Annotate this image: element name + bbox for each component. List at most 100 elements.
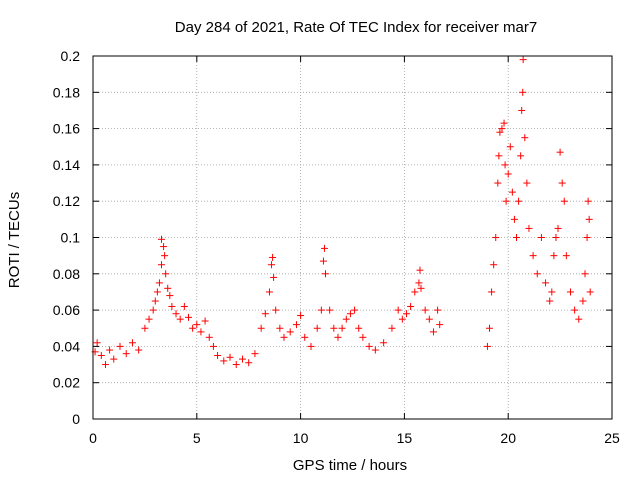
- data-point: [141, 324, 149, 332]
- data-point: [517, 152, 525, 160]
- data-point: [292, 321, 300, 329]
- data-point: [151, 297, 159, 305]
- data-point: [496, 128, 504, 136]
- data-point: [158, 235, 166, 243]
- data-point: [495, 152, 503, 160]
- data-point: [128, 339, 136, 347]
- y-tick-label: 0.04: [53, 338, 80, 354]
- data-point: [508, 188, 516, 196]
- data-point: [533, 270, 541, 278]
- data-point: [486, 324, 494, 332]
- data-point: [220, 357, 228, 365]
- data-point: [388, 324, 396, 332]
- data-point: [488, 288, 496, 296]
- data-point: [261, 310, 269, 318]
- data-point: [317, 306, 325, 314]
- data-point: [510, 215, 518, 223]
- data-point: [338, 324, 346, 332]
- data-point: [313, 324, 321, 332]
- data-point: [145, 315, 153, 323]
- data-point: [158, 261, 166, 269]
- data-point: [265, 288, 273, 296]
- data-point: [238, 355, 246, 363]
- data-point: [226, 353, 234, 361]
- data-point: [272, 306, 280, 314]
- data-point: [371, 346, 379, 354]
- data-point: [429, 328, 437, 336]
- data-point: [529, 252, 537, 260]
- data-point: [525, 224, 533, 232]
- data-point: [498, 125, 506, 133]
- data-point: [402, 310, 410, 318]
- data-point: [542, 279, 550, 287]
- data-point: [326, 306, 334, 314]
- y-tick-label: 0.16: [53, 121, 80, 137]
- data-point: [434, 306, 442, 314]
- data-point: [209, 342, 217, 350]
- data-point: [269, 253, 277, 261]
- data-point: [286, 328, 294, 336]
- data-point: [93, 339, 101, 347]
- data-point: [116, 342, 124, 350]
- data-point: [160, 243, 168, 251]
- x-tick-label: 5: [193, 430, 201, 446]
- y-tick-label: 0.08: [53, 266, 80, 282]
- data-point: [334, 333, 342, 341]
- data-point: [346, 310, 354, 318]
- data-point: [365, 342, 373, 350]
- y-tick-label: 0.14: [53, 157, 80, 173]
- data-point: [110, 355, 118, 363]
- x-tick-labels: 0 5 10 15 20 25: [89, 430, 620, 446]
- data-point: [494, 179, 502, 187]
- y-axis-title: ROTI / TECUs: [6, 192, 23, 288]
- data-point: [122, 350, 130, 358]
- data-point: [342, 315, 350, 323]
- data-point: [380, 339, 388, 347]
- data-point: [176, 315, 184, 323]
- data-point: [268, 261, 276, 269]
- data-point: [583, 234, 591, 241]
- y-tick-label: 0.06: [53, 302, 80, 318]
- data-point: [556, 148, 564, 156]
- data-point: [106, 346, 114, 354]
- data-point: [566, 288, 574, 296]
- data-point: [322, 270, 330, 278]
- data-point: [162, 270, 170, 278]
- data-point: [483, 342, 491, 350]
- data-point: [330, 324, 338, 332]
- data-points: [91, 56, 594, 369]
- data-point: [571, 306, 579, 314]
- data-point: [417, 284, 425, 292]
- x-tick-label: 0: [89, 430, 97, 446]
- data-point: [166, 292, 174, 300]
- data-point: [149, 306, 157, 314]
- data-point: [519, 56, 527, 64]
- data-point: [245, 359, 253, 367]
- data-point: [560, 197, 568, 205]
- data-point: [550, 252, 558, 260]
- chart-title: Day 284 of 2021, Rate Of TEC Index for r…: [175, 19, 537, 36]
- data-point: [359, 333, 367, 341]
- data-point: [554, 224, 562, 232]
- data-point: [581, 270, 589, 278]
- data-point: [172, 310, 180, 318]
- data-point: [415, 279, 423, 287]
- data-point: [407, 302, 415, 310]
- data-point: [101, 361, 109, 369]
- data-point: [205, 333, 213, 341]
- x-tick-label: 25: [604, 430, 620, 446]
- data-point: [492, 234, 500, 241]
- data-point: [546, 297, 554, 305]
- data-point: [552, 234, 560, 241]
- data-point: [161, 252, 169, 260]
- data-point: [586, 288, 594, 296]
- data-point: [398, 315, 406, 323]
- data-point: [193, 321, 201, 329]
- data-point: [351, 306, 359, 314]
- data-point: [164, 284, 172, 292]
- data-point: [214, 351, 222, 359]
- data-point: [197, 328, 205, 336]
- data-point: [297, 312, 305, 320]
- data-point: [519, 88, 527, 96]
